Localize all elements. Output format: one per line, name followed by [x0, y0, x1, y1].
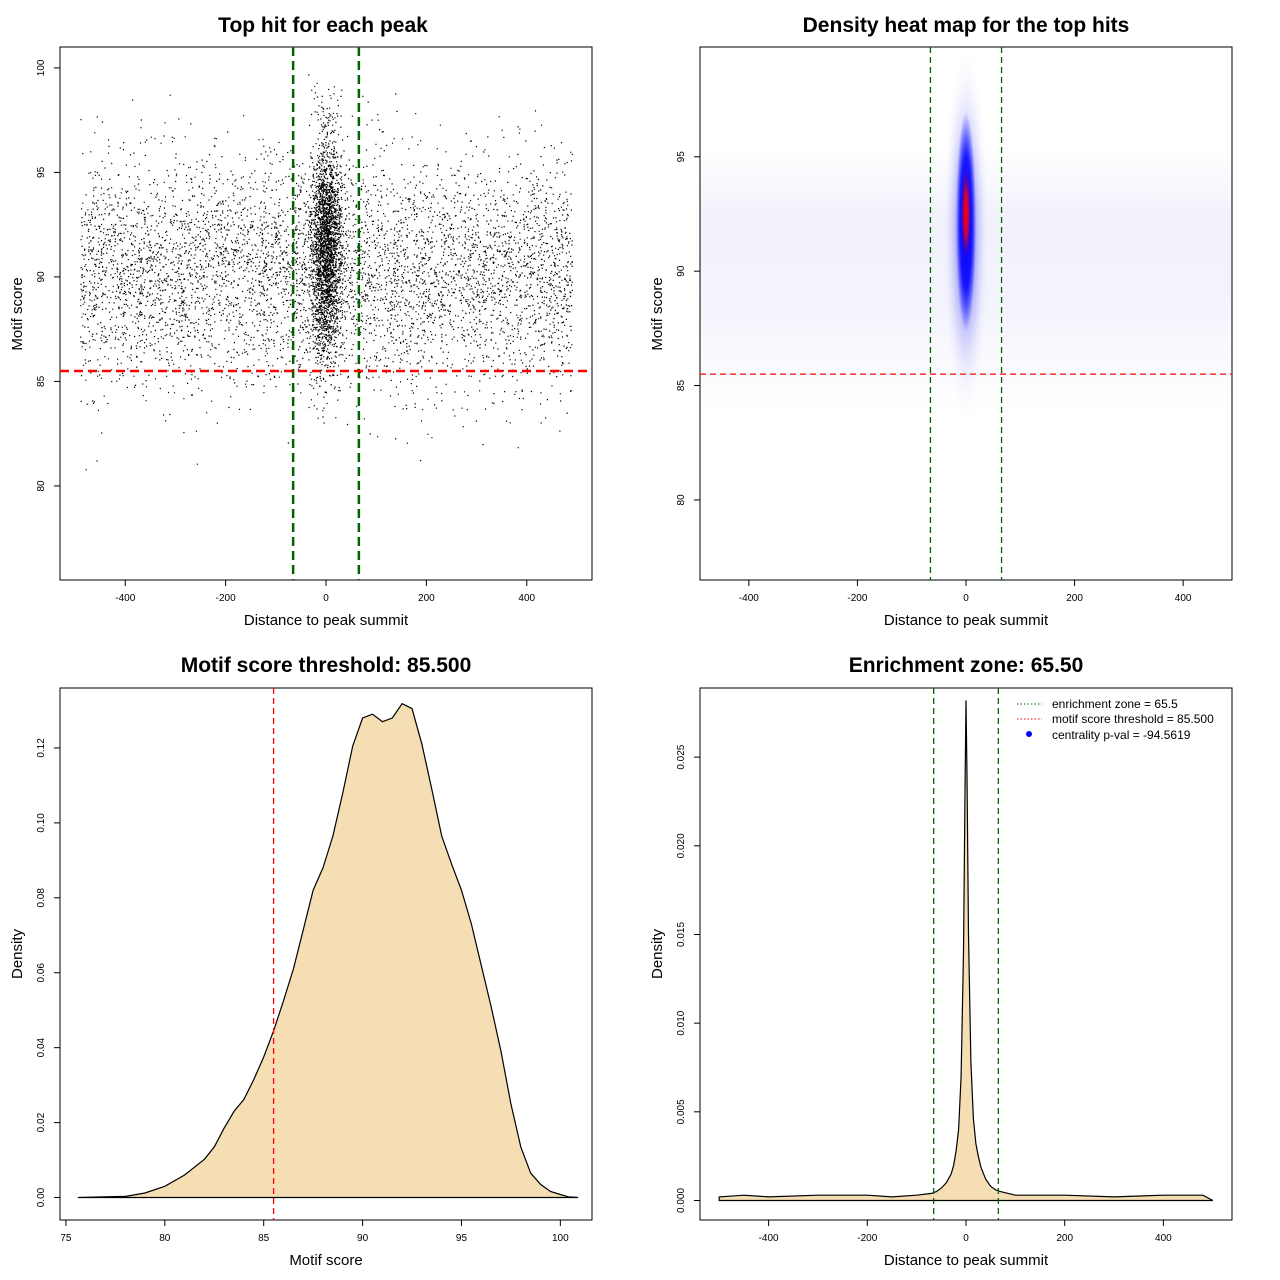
score-density-x-tick-label: 90	[357, 1233, 369, 1244]
scatter-x-tick-label: 200	[418, 593, 435, 604]
heatmap-reference-lines	[700, 47, 1232, 580]
distance-density-reference-lines	[933, 688, 999, 1220]
score-density-x-tick-label: 75	[60, 1233, 72, 1244]
legend-pval-label: centrality p-val = -94.5619	[1052, 728, 1191, 742]
heatmap-y-tick-label: 80	[676, 494, 687, 506]
distance-density-x-tick-label: 200	[1056, 1233, 1073, 1244]
heatmap-density	[700, 43, 1232, 424]
score-density-y-tick-label: 0.08	[36, 888, 47, 908]
heatmap-y-tick-label: 85	[676, 380, 687, 392]
distance-density-area	[718, 700, 1214, 1202]
heatmap-x-tick-label: 0	[963, 593, 969, 604]
distance-density-x-axis-label: Distance to peak summit	[884, 1252, 1049, 1269]
score-density-area	[77, 702, 579, 1199]
scatter-y-axis-label: Motif score	[9, 277, 26, 350]
distance-density-x-ticks: -400 -200 0 200 400	[759, 1220, 1172, 1244]
score-density-x-tick-label: 85	[258, 1233, 270, 1244]
scatter-y-tick-label: 95	[36, 166, 47, 178]
distance-density-x-tick-label: -400	[759, 1233, 779, 1244]
heatmap-x-tick-label: 400	[1175, 593, 1192, 604]
score-density-y-tick-label: 0.12	[36, 738, 47, 758]
panel-score-density: Motif score threshold: 85.500 75 80 85 90 95…	[9, 654, 593, 1269]
legend: enrichment zone = 65.5 motif score thres…	[1017, 697, 1214, 742]
heatmap-y-axis-label: Motif score	[649, 277, 666, 350]
scatter-x-ticks: -400 -200 0 200 400	[115, 580, 536, 604]
score-density-title: Motif score threshold: 85.500	[181, 654, 472, 677]
heatmap-x-axis-label: Distance to peak summit	[884, 612, 1049, 629]
distance-density-y-ticks: 0.000 0.005 0.010 0.015 0.020 0.025	[676, 744, 700, 1213]
legend-pval-dot	[1026, 731, 1032, 737]
distance-density-y-tick-label: 0.015	[676, 922, 687, 947]
heatmap-x-tick-label: 200	[1066, 593, 1083, 604]
legend-enrichment-label: enrichment zone = 65.5	[1052, 697, 1178, 711]
distance-density-x-tick-label: -200	[857, 1233, 877, 1244]
scatter-y-tick-label: 85	[36, 375, 47, 387]
scatter-y-ticks: 80 85 90 95 100	[36, 59, 60, 492]
heatmap-y-tick-label: 90	[676, 265, 687, 277]
score-density-x-tick-label: 100	[552, 1233, 569, 1244]
distance-density-y-axis-label: Density	[649, 928, 666, 979]
distance-density-y-tick-label: 0.005	[676, 1099, 687, 1124]
scatter-x-tick-label: -400	[115, 593, 135, 604]
score-density-y-ticks: 0.00 0.02 0.04 0.06 0.08 0.10 0.12	[36, 738, 60, 1207]
scatter-x-axis-label: Distance to peak summit	[244, 612, 409, 629]
scatter-y-tick-label: 90	[36, 271, 47, 283]
heatmap-x-tick-label: -200	[847, 593, 867, 604]
scatter-x-tick-label: -200	[216, 593, 236, 604]
score-density-y-tick-label: 0.00	[36, 1187, 47, 1207]
score-density-y-tick-label: 0.04	[36, 1037, 47, 1057]
scatter-x-tick-label: 400	[518, 593, 535, 604]
heatmap-title: Density heat map for the top hits	[803, 14, 1130, 37]
heatmap-x-tick-label: -400	[739, 593, 759, 604]
score-density-x-ticks: 75 80 85 90 95 100	[60, 1220, 569, 1244]
panel-scatter: Top hit for each peak -400 -200 0 200 400 80…	[9, 14, 593, 629]
score-density-y-axis-label: Density	[9, 928, 26, 979]
heatmap-red-hotspot	[961, 165, 971, 262]
scatter-points	[80, 74, 573, 471]
score-density-plot-box	[59, 687, 593, 1221]
scatter-y-tick-label: 100	[36, 59, 47, 76]
legend-threshold-label: motif score threshold = 85.500	[1052, 712, 1214, 726]
scatter-y-tick-label: 80	[36, 480, 47, 492]
score-density-y-tick-label: 0.02	[36, 1112, 47, 1132]
distance-density-y-tick-label: 0.020	[676, 833, 687, 858]
heatmap-x-ticks: -400 -200 0 200 400	[739, 580, 1192, 604]
scatter-x-tick-label: 0	[323, 593, 329, 604]
distance-density-x-tick-label: 0	[963, 1233, 969, 1244]
distance-density-title: Enrichment zone: 65.50	[849, 654, 1084, 677]
score-density-x-axis-label: Motif score	[289, 1252, 362, 1269]
panel-heatmap: Density heat map for the top hits	[649, 14, 1233, 629]
score-density-x-tick-label: 95	[456, 1233, 468, 1244]
scatter-title: Top hit for each peak	[218, 14, 428, 37]
heatmap-y-tick-label: 95	[676, 151, 687, 163]
score-density-y-tick-label: 0.06	[36, 963, 47, 983]
scatter-point-cloud	[80, 74, 573, 471]
panel-distance-density: Enrichment zone: 65.50 -400 -200 0 200 400 0…	[649, 654, 1233, 1269]
scatter-reference-lines	[60, 47, 592, 580]
heatmap-y-ticks: 80 85 90 95	[676, 151, 700, 506]
distance-density-y-tick-label: 0.000	[676, 1188, 687, 1213]
score-density-y-tick-label: 0.10	[36, 813, 47, 833]
score-density-x-tick-label: 80	[159, 1233, 171, 1244]
distance-density-y-tick-label: 0.010	[676, 1010, 687, 1035]
distance-density-x-tick-label: 400	[1155, 1233, 1172, 1244]
distance-density-y-tick-label: 0.025	[676, 744, 687, 769]
